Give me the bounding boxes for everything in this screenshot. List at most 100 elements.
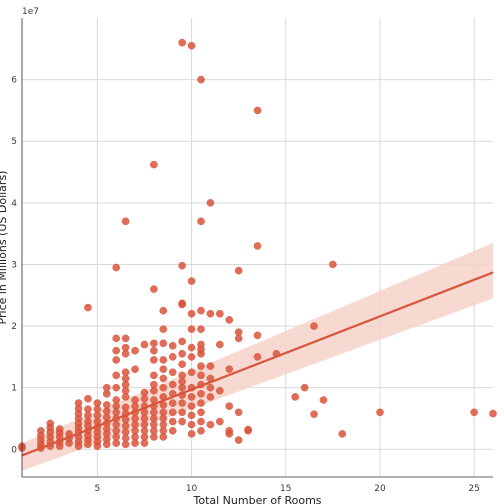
y-tick-label: 5 bbox=[11, 137, 17, 147]
scatter-point bbox=[197, 426, 205, 435]
scatter-point bbox=[168, 353, 177, 361]
scatter-point bbox=[84, 303, 92, 312]
scatter-point bbox=[206, 199, 215, 207]
x-axis-label: Total Number of Rooms bbox=[192, 494, 321, 504]
scatter-point bbox=[150, 371, 158, 380]
scatter-point bbox=[178, 337, 186, 346]
scatter-point bbox=[489, 409, 497, 418]
scatter-point bbox=[74, 399, 83, 407]
scatter-point bbox=[197, 417, 205, 426]
scatter-point bbox=[121, 334, 130, 343]
scatter-point bbox=[234, 328, 243, 337]
scatter-point bbox=[216, 417, 224, 426]
scatter-point bbox=[329, 260, 337, 269]
scatter-point bbox=[178, 299, 186, 308]
scatter-point bbox=[112, 346, 120, 355]
scatter-point bbox=[46, 419, 55, 428]
scatter-point bbox=[197, 340, 205, 349]
scatter-point bbox=[187, 393, 196, 401]
scatter-point bbox=[216, 340, 224, 349]
scatter-point bbox=[206, 393, 215, 401]
scatter-point bbox=[253, 106, 262, 115]
scatter-point bbox=[159, 374, 168, 383]
scatter-point bbox=[206, 383, 215, 392]
scatter-point bbox=[234, 408, 243, 417]
scatter-point bbox=[178, 349, 186, 358]
scatter-point bbox=[253, 242, 262, 250]
scatter-point bbox=[253, 353, 262, 361]
scatter-point bbox=[178, 408, 186, 417]
scatter-point bbox=[206, 420, 215, 429]
scatter-point bbox=[112, 383, 120, 392]
scatter-point bbox=[310, 322, 318, 330]
y-tick-label: 2 bbox=[11, 322, 17, 332]
scatter-point bbox=[291, 393, 299, 401]
scatter-point bbox=[168, 417, 177, 426]
scatter-point bbox=[112, 371, 120, 380]
scatter-point bbox=[159, 383, 168, 392]
y-axis-label: Price in Millions (US Dollars) bbox=[0, 171, 9, 325]
scatter-point bbox=[187, 325, 196, 333]
scatter-point bbox=[197, 390, 205, 398]
scatter-point bbox=[187, 343, 196, 352]
y-tick-label: 4 bbox=[11, 199, 17, 209]
scatter-point bbox=[131, 365, 139, 373]
scatter-point bbox=[216, 386, 224, 395]
y-tick-label: 6 bbox=[11, 76, 17, 86]
scatter-point bbox=[84, 394, 92, 403]
scatter-point bbox=[178, 261, 186, 270]
scatter-point bbox=[197, 408, 205, 417]
scatter-point bbox=[197, 217, 205, 226]
scatter-point bbox=[187, 402, 196, 410]
scatter-point bbox=[150, 380, 158, 389]
scatter-point bbox=[206, 309, 215, 318]
scatter-point bbox=[197, 306, 205, 315]
scatter-point bbox=[178, 417, 186, 426]
y-tick-label: 1 bbox=[11, 384, 17, 394]
scatter-point bbox=[93, 399, 102, 407]
scatter-point bbox=[159, 408, 168, 417]
scatter-point bbox=[187, 411, 196, 420]
scatter-point bbox=[187, 430, 196, 438]
scatter-point bbox=[197, 75, 205, 84]
scatter-point bbox=[225, 402, 234, 410]
scatter-point bbox=[159, 365, 168, 373]
scatter-point bbox=[178, 371, 186, 380]
scatter-point bbox=[319, 396, 328, 404]
scatter-point bbox=[168, 341, 177, 350]
regression-line-group bbox=[21, 271, 494, 457]
scatter-point bbox=[150, 356, 158, 364]
scatter-point bbox=[178, 38, 186, 47]
scatter-point bbox=[253, 331, 262, 340]
scatter-point bbox=[178, 399, 186, 407]
scatter-point bbox=[150, 285, 158, 293]
scatter-point bbox=[187, 420, 196, 429]
scatter-point bbox=[168, 368, 177, 377]
scatter-point bbox=[121, 217, 130, 226]
scatter-point bbox=[37, 426, 45, 435]
scatter-point bbox=[168, 399, 177, 407]
axes-spines bbox=[21, 18, 493, 478]
scatter-points bbox=[18, 38, 497, 452]
scatter-point bbox=[225, 426, 234, 435]
scatter-point bbox=[150, 339, 158, 348]
scatter-point bbox=[234, 266, 243, 275]
x-tick-label: 20 bbox=[374, 484, 386, 494]
scatter-point bbox=[216, 309, 224, 318]
scatter-point bbox=[102, 401, 111, 409]
scatter-point bbox=[244, 425, 252, 434]
y-tick-label: 3 bbox=[11, 260, 17, 270]
scatter-point bbox=[150, 346, 158, 355]
scatter-point bbox=[150, 160, 158, 169]
scatter-point bbox=[159, 339, 168, 348]
scatter-point bbox=[112, 356, 120, 364]
scatter-point bbox=[187, 309, 196, 318]
scatter-point bbox=[131, 396, 139, 404]
x-tick-label: 5 bbox=[94, 484, 100, 494]
y-tick-label: 0 bbox=[11, 445, 17, 455]
x-tick-label: 25 bbox=[468, 484, 479, 494]
scatter-point bbox=[225, 365, 234, 373]
scatter-point bbox=[112, 263, 120, 272]
scatter-point bbox=[187, 277, 196, 285]
